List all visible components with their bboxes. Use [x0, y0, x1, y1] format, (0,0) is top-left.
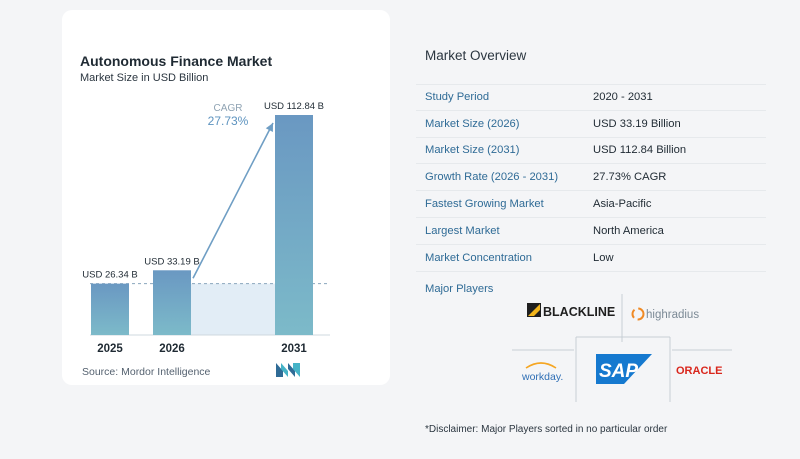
overview-label: Growth Rate (2026 - 2031): [425, 171, 559, 184]
oracle-logo: ORACLE: [676, 365, 722, 377]
blackline-logo: BLACKLINE: [527, 303, 615, 319]
chart-subtitle: Market Size in USD Billion: [80, 72, 209, 84]
bar-2025: [91, 283, 129, 335]
overview-value: 2020 - 2031: [593, 91, 653, 104]
overview-value: Low: [593, 251, 614, 264]
trend-area: [191, 283, 275, 335]
overview-row: Market Size (2026) USD 33.19 Billion: [416, 111, 766, 138]
overview-label: Market Size (2026): [425, 117, 520, 130]
overview-label: Market Concentration: [425, 251, 532, 264]
bar-2026: [153, 270, 191, 335]
overview-value: North America: [593, 224, 664, 237]
sap-logo: SAP: [596, 354, 652, 384]
overview-value: USD 33.19 Billion: [593, 117, 681, 130]
major-players-title: Major Players: [425, 283, 494, 295]
overview-table: Study Period 2020 - 2031 Market Size (20…: [416, 84, 766, 272]
svg-text:ORACLE: ORACLE: [676, 365, 722, 377]
overview-row: Fastest Growing Market Asia-Pacific: [416, 191, 766, 218]
overview-label: Fastest Growing Market: [425, 198, 544, 211]
bar-chart: USD 26.34 B 2025 USD 33.19 B 2026 USD 112.84…: [82, 101, 330, 355]
overview-label: Market Size (2031): [425, 144, 520, 157]
chart-card: Autonomous Finance Market Market Size in…: [62, 10, 390, 385]
source-note: Source: Mordor Intelligence: [82, 366, 211, 378]
mordor-intelligence-logo: [276, 363, 300, 377]
overview-row: Market Size (2031) USD 112.84 Billion: [416, 138, 766, 165]
cagr-value: 27.73%: [208, 114, 249, 128]
workday-logo: workday.: [521, 362, 563, 383]
value-label: USD 112.84 B: [264, 101, 324, 112]
overview-row: Market Concentration Low: [416, 245, 766, 272]
svg-text:highradius: highradius: [646, 309, 699, 321]
svg-text:SAP: SAP: [599, 361, 638, 382]
value-label: USD 33.19 B: [144, 256, 199, 267]
x-tick-label: 2026: [159, 343, 185, 355]
cagr-arrow: [192, 122, 274, 279]
overview-value: Asia-Pacific: [593, 198, 652, 211]
svg-text:BLACKLINE: BLACKLINE: [543, 305, 615, 319]
highradius-logo: highradius: [631, 307, 699, 321]
x-tick-label: 2025: [97, 343, 123, 355]
bar-2031: [275, 115, 313, 335]
overview-title: Market Overview: [425, 48, 527, 63]
disclaimer: *Disclaimer: Major Players sorted in no …: [425, 424, 668, 435]
svg-text:workday.: workday.: [521, 371, 563, 383]
cagr-label: CAGR: [214, 103, 243, 114]
overview-row: Largest Market North America: [416, 218, 766, 245]
major-players-logos: BLACKLINE highradius workday. SAP ORACLE: [512, 294, 732, 402]
overview-value: 27.73% CAGR: [593, 171, 667, 184]
overview-label: Largest Market: [425, 224, 500, 237]
overview-label: Study Period: [425, 91, 490, 104]
x-tick-label: 2031: [281, 343, 307, 355]
cagr-arrow-head: [265, 123, 273, 132]
overview-value: USD 112.84 Billion: [593, 144, 687, 157]
overview-row: Growth Rate (2026 - 2031) 27.73% CAGR: [416, 164, 766, 192]
chart-title: Autonomous Finance Market: [80, 53, 273, 69]
overview-row: Study Period 2020 - 2031: [416, 84, 766, 111]
value-label: USD 26.34 B: [82, 270, 137, 281]
